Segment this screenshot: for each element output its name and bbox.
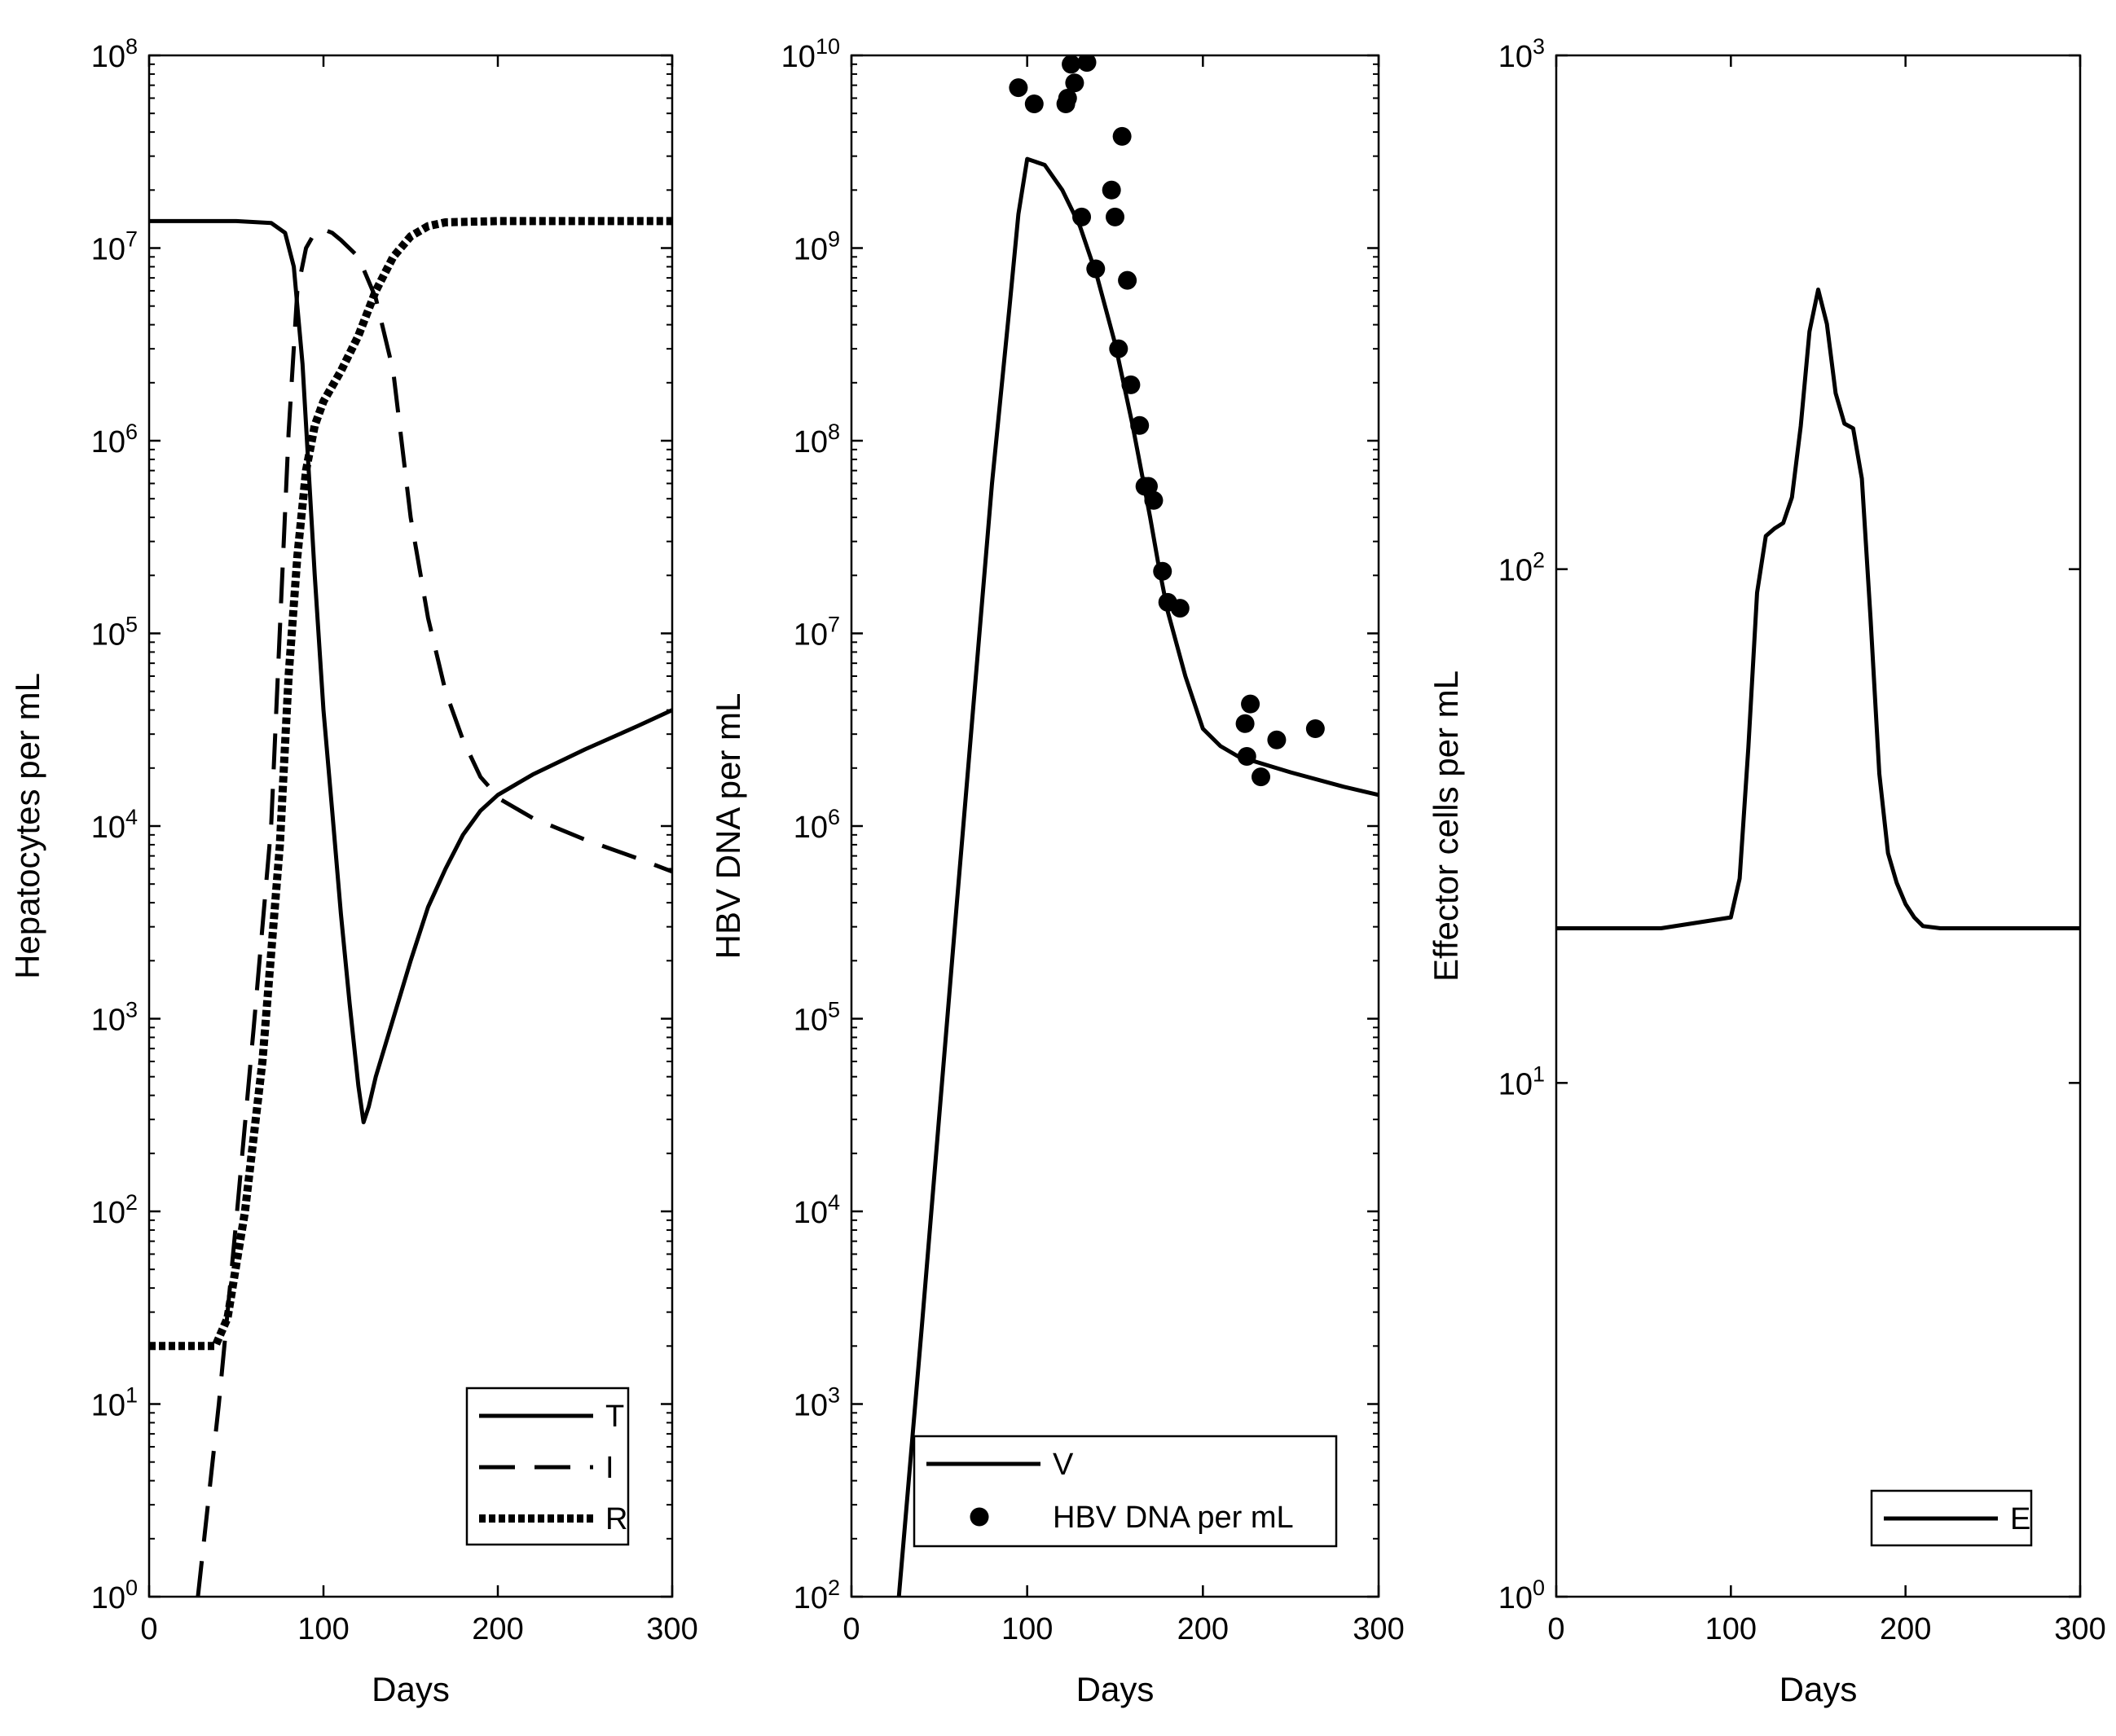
x-tick-label: 200 [472,1612,523,1646]
y-axis-label: Effector cells per mL [1427,670,1465,982]
y-tick-label: 107 [91,227,138,267]
x-tick-label: 0 [140,1612,157,1646]
y-tick-label: 108 [794,420,840,459]
data-point [1009,78,1028,98]
data-point [1241,694,1260,714]
data-point [1102,180,1121,200]
y-tick-label: 100 [1498,1576,1545,1615]
data-point [1109,339,1128,358]
axes-box [850,54,1380,1598]
y-tick-label: 103 [1498,34,1545,74]
plot-area [1556,288,2080,930]
series-i-line [196,227,672,1597]
legend-box [913,1435,1338,1548]
y-axis-label: Hepatocytes per mL [8,673,46,979]
y-tick-label: 1010 [781,34,840,74]
y-tick-label: 108 [91,34,138,74]
x-tick-label: 100 [1001,1612,1053,1646]
series-r-line [149,217,672,1351]
series-v-line [896,156,1379,1597]
chart-1: 0 100 200 300100101102103104105106107108Day… [8,34,698,1708]
x-tick-label: 100 [297,1612,349,1646]
y-tick-label: 109 [794,227,840,267]
y-tick-label: 101 [1498,1061,1545,1101]
legend: V HBV DNA per mL [913,1435,1338,1548]
data-point [1237,746,1256,766]
y-tick-label: 105 [91,613,138,653]
axes-box [1555,54,2082,1598]
x-tick-label: 0 [842,1612,860,1646]
x-axis-label: Days [1779,1670,1858,1708]
data-point [1024,94,1044,114]
data-point [1305,719,1325,739]
axes-box [147,54,674,1598]
data-point [1106,207,1124,226]
x-axis-label: Days [1076,1670,1155,1708]
series-hbv-dna-per-ml [1009,55,1325,787]
legend-label: HBV DNA per mL [1053,1501,1294,1535]
x-tick-label: 300 [1353,1612,1404,1646]
x-tick-label: 200 [1880,1612,1931,1646]
y-tick-label: 104 [91,805,138,845]
data-point [1130,415,1150,435]
data-point [1252,767,1271,787]
plot-area [896,55,1379,1597]
data-point [1086,259,1106,279]
y-tick-label: 107 [794,613,840,653]
legend-label: V [1053,1448,1074,1482]
legend-marker [970,1507,989,1527]
series-e-line [1556,288,2080,930]
x-axis-label: Days [372,1670,450,1708]
data-point [1170,599,1190,618]
y-tick-label: 100 [91,1576,138,1615]
y-tick-label: 103 [794,1383,840,1423]
data-point [1062,55,1081,74]
data-point [1058,88,1077,108]
data-point [1153,561,1172,581]
series-t-line [149,218,672,1125]
data-point [1112,126,1132,146]
y-tick-label: 101 [91,1383,138,1423]
y-tick-label: 104 [794,1190,840,1230]
legend: E [1870,1489,2033,1547]
y-axis-label: HBV DNA per mL [709,693,747,960]
y-tick-label: 106 [91,420,138,459]
x-tick-label: 300 [646,1612,697,1646]
y-tick-label: 102 [794,1576,840,1615]
legend-label: R [605,1502,627,1536]
data-point [1077,55,1097,73]
legend: TIR [465,1387,630,1546]
data-point [1267,730,1287,749]
y-tick-label: 102 [91,1190,138,1230]
y-tick-label: 103 [91,998,138,1038]
data-point [1118,270,1137,290]
chart-2: 0 100 200 300 102 103 104 105 106 107 108 109 1010 Da… [709,34,1405,1708]
data-point [1144,490,1164,510]
legend-label: T [605,1400,624,1434]
data-point [1121,375,1141,394]
data-point [1072,207,1092,226]
y-tick-label: 105 [794,998,840,1038]
y-tick-label: 102 [1498,548,1545,588]
legend-label: I [605,1451,614,1485]
x-tick-label: 300 [2054,1612,2105,1646]
data-point [1065,73,1084,93]
data-point [1138,477,1158,496]
data-point [1235,714,1255,733]
x-tick-label: 200 [1177,1612,1229,1646]
x-tick-label: 100 [1705,1612,1757,1646]
y-tick-label: 106 [794,805,840,845]
x-tick-label: 0 [1547,1612,1564,1646]
plot-area [149,217,672,1597]
legend-label: E [2010,1502,2030,1536]
